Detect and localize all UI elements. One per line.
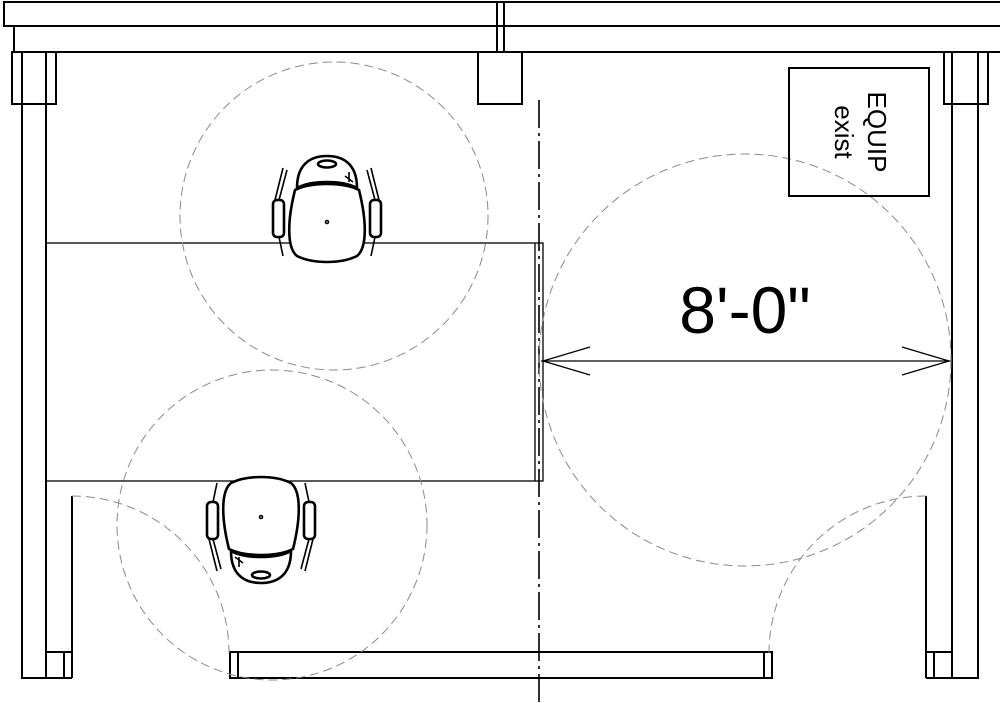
dimension-line <box>540 346 952 376</box>
equipment-status: exist <box>829 105 859 159</box>
column-left <box>11 51 57 105</box>
desk <box>45 242 544 482</box>
column-right <box>943 51 989 105</box>
office-chair-top <box>271 154 383 264</box>
dimension-label: 8'-0" <box>679 273 810 347</box>
clearance-circle-bottom-chair <box>116 369 428 681</box>
equipment-label: EQUIP <box>862 92 892 173</box>
column-middle <box>477 51 523 105</box>
door-swing-right <box>768 495 927 654</box>
clearance-circle-turning <box>538 153 952 567</box>
door-swing-left <box>71 495 230 654</box>
equipment-box: EQUIP exist <box>788 67 930 197</box>
bottom-partition <box>229 651 773 679</box>
clearance-circle-top-chair <box>179 61 489 371</box>
top-wall <box>3 1 1000 53</box>
office-chair-bottom <box>205 475 317 585</box>
left-wall <box>21 51 73 679</box>
